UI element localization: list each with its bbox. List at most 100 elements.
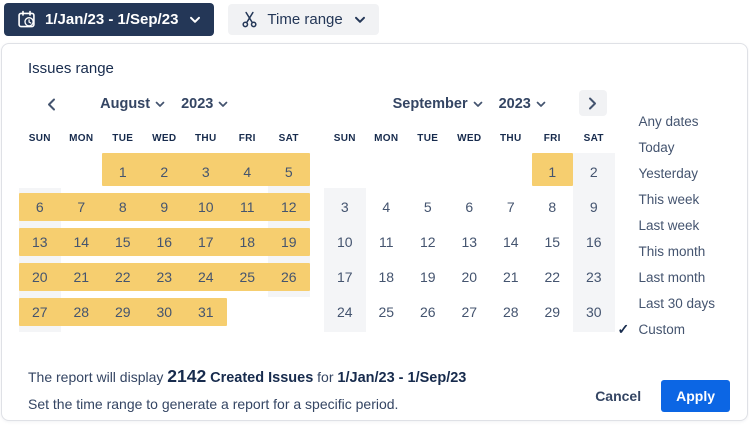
day-cell[interactable]: 28 (73, 304, 90, 320)
day-cell[interactable]: 3 (340, 199, 349, 215)
day-cell[interactable]: 2 (160, 164, 169, 180)
day-cell[interactable]: 16 (585, 234, 602, 250)
day-cell[interactable]: 31 (197, 304, 214, 320)
day-cell[interactable]: 22 (114, 269, 131, 285)
day-cell[interactable]: 29 (544, 304, 561, 320)
preset-label: Last week (638, 217, 700, 233)
day-cell[interactable]: 12 (419, 234, 436, 250)
day-cell[interactable]: 15 (544, 234, 561, 250)
weekday-header-row: SUN MON TUE WED THU FRI SAT (19, 132, 310, 145)
day-cell[interactable]: 6 (465, 199, 474, 215)
day-cell[interactable]: 25 (239, 269, 256, 285)
preset-label: Today (638, 139, 675, 155)
day-cell[interactable]: 17 (336, 269, 353, 285)
day-cell[interactable]: 16 (156, 234, 173, 250)
day-cell[interactable]: 26 (419, 304, 436, 320)
preset-any-dates[interactable]: Any dates (618, 108, 747, 134)
day-cell[interactable]: 14 (502, 234, 519, 250)
day-cell[interactable]: 11 (378, 234, 394, 250)
day-cell[interactable]: 12 (280, 199, 297, 215)
day-cell[interactable]: 7 (77, 199, 86, 215)
day-cell[interactable]: 21 (502, 269, 519, 285)
summary-connector: for (317, 369, 334, 385)
day-cell[interactable]: 1 (548, 164, 557, 180)
month-select[interactable]: September (393, 96, 483, 112)
preset-this-week[interactable]: This week (618, 186, 747, 212)
day-cell[interactable]: 22 (544, 269, 561, 285)
day-cell[interactable]: 13 (31, 234, 48, 250)
day-cell[interactable]: 29 (114, 304, 131, 320)
day-cell[interactable]: 17 (197, 234, 214, 250)
day-cell[interactable]: 10 (197, 199, 214, 215)
day-cell[interactable]: 23 (156, 269, 173, 285)
cancel-button[interactable]: Cancel (583, 380, 653, 412)
day-cell[interactable]: 18 (378, 269, 395, 285)
scissors-icon (241, 11, 258, 28)
panel-footer: The report will display 2142 Created Iss… (19, 366, 730, 412)
apply-button[interactable]: Apply (661, 380, 730, 412)
day-cell[interactable]: 5 (284, 164, 293, 180)
date-range-button[interactable]: 1/Jan/23 - 1/Sep/23 (4, 3, 215, 36)
preset-custom[interactable]: ✓ Custom (618, 316, 747, 342)
day-cell[interactable]: 8 (118, 199, 127, 215)
weekday-label: THU (195, 133, 217, 144)
day-cell[interactable]: 4 (243, 164, 252, 180)
day-cell[interactable]: 19 (280, 234, 297, 250)
day-cell[interactable]: 11 (239, 199, 255, 215)
day-cell[interactable]: 21 (73, 269, 90, 285)
weekday-label: WED (457, 133, 482, 144)
day-cell[interactable]: 9 (160, 199, 169, 215)
day-cell[interactable]: 25 (378, 304, 395, 320)
day-cell[interactable]: 26 (280, 269, 297, 285)
day-cell[interactable]: 28 (502, 304, 519, 320)
preset-label: This month (638, 243, 706, 259)
day-cell[interactable]: 18 (239, 234, 256, 250)
date-range-label: 1/Jan/23 - 1/Sep/23 (45, 11, 179, 28)
day-cell[interactable]: 1 (118, 164, 127, 180)
next-month-button[interactable] (578, 90, 607, 116)
day-cell[interactable]: 20 (461, 269, 478, 285)
preset-yesterday[interactable]: Yesterday (618, 160, 747, 186)
day-cell[interactable]: 6 (35, 199, 44, 215)
chevron-down-icon (536, 96, 546, 112)
day-cell[interactable]: 13 (461, 234, 478, 250)
day-cell[interactable]: 3 (201, 164, 210, 180)
preset-label: Last 30 days (638, 295, 716, 311)
day-cell[interactable]: 20 (31, 269, 48, 285)
day-cell[interactable]: 19 (419, 269, 436, 285)
selected-range-band (19, 263, 310, 291)
day-cell[interactable]: 2 (589, 164, 598, 180)
year-select[interactable]: 2023 (499, 96, 546, 112)
year-select[interactable]: 2023 (181, 96, 228, 112)
preset-last-30-days[interactable]: Last 30 days (618, 290, 747, 316)
day-cell[interactable]: 14 (73, 234, 90, 250)
day-cell[interactable]: 8 (548, 199, 557, 215)
preset-today[interactable]: Today (618, 134, 747, 160)
day-cell[interactable]: 5 (423, 199, 432, 215)
day-cell[interactable]: 10 (336, 234, 353, 250)
preset-last-month[interactable]: Last month (618, 264, 747, 290)
day-cell[interactable]: 24 (197, 269, 214, 285)
calendar-clock-icon (17, 10, 36, 29)
calendar-header: September 2023 (324, 90, 615, 118)
day-cell[interactable]: 15 (114, 234, 131, 250)
day-cell[interactable]: 23 (585, 269, 602, 285)
day-cell[interactable]: 24 (336, 304, 353, 320)
year-label: 2023 (181, 96, 214, 112)
issue-metric: Created Issues (210, 370, 314, 386)
day-cell[interactable]: 9 (589, 199, 598, 215)
selected-range-band (102, 153, 310, 186)
summary-range: 1/Jan/23 - 1/Sep/23 (337, 370, 467, 386)
day-cell[interactable]: 27 (31, 304, 48, 320)
time-range-button[interactable]: Time range (228, 4, 379, 35)
prev-month-button[interactable] (39, 92, 63, 116)
day-cell[interactable]: 30 (585, 304, 602, 320)
preset-this-month[interactable]: This month (618, 238, 747, 264)
day-cell[interactable]: 7 (506, 199, 515, 215)
day-cell[interactable]: 4 (382, 199, 391, 215)
month-select[interactable]: August (100, 96, 165, 112)
day-cell[interactable]: 30 (156, 304, 173, 320)
day-cell[interactable]: 27 (461, 304, 478, 320)
preset-last-week[interactable]: Last week (618, 212, 747, 238)
